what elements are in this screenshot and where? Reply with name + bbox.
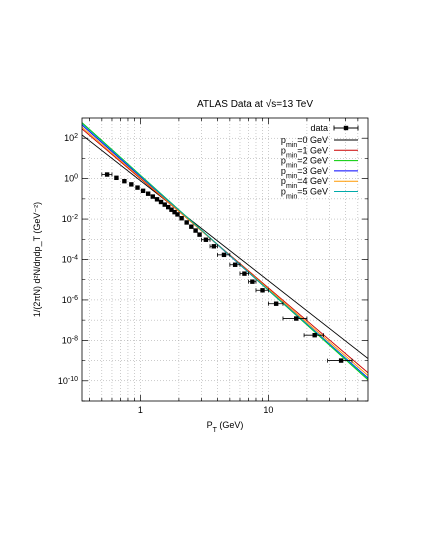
data-point: [104, 172, 110, 177]
data-point: [162, 202, 167, 207]
legend-swatch-marker: [343, 125, 349, 131]
data-point: [260, 288, 265, 293]
y-tick-label: 10-10: [58, 375, 78, 386]
chart-title: ATLAS Data at √s=13 TeV: [197, 98, 313, 110]
data-points: [101, 172, 353, 363]
data-point: [184, 220, 189, 225]
data-point: [129, 182, 134, 187]
data-point: [179, 216, 184, 221]
data-point: [203, 237, 209, 242]
data-point: [189, 224, 194, 229]
y-tick-label: 10-8: [62, 335, 78, 346]
data-point: [338, 358, 344, 363]
legend-label: pmin=1 GeV: [281, 145, 328, 159]
y-tick-label: 102: [64, 133, 78, 144]
legend-label-data: data: [310, 123, 328, 133]
y-tick-label: 10-6: [62, 294, 78, 305]
legend-label: pmin=2 GeV: [281, 156, 328, 170]
data-point: [140, 188, 146, 194]
data-point: [221, 252, 227, 258]
legend-label: pmin=4 GeV: [281, 176, 328, 190]
data-point: [197, 232, 202, 237]
y-tick-label: 100: [64, 173, 78, 184]
x-axis-title: PT (GeV): [207, 420, 244, 434]
data-point: [294, 316, 299, 321]
data-point: [158, 199, 164, 205]
data-point: [172, 209, 177, 215]
legend-label: pmin=0 GeV: [281, 135, 328, 149]
data-point: [312, 332, 317, 338]
data-point: [175, 212, 180, 217]
legend-label: pmin=5 GeV: [281, 187, 328, 201]
axis-ticks: 1 10 102 100 10-2 10-4 10-6 10-8 10-10: [58, 118, 368, 415]
curve-line: [82, 134, 368, 359]
data-point: [169, 207, 174, 212]
data-point: [114, 175, 119, 181]
x-tick-label: 1: [138, 405, 143, 415]
data-point: [211, 244, 217, 249]
y-tick-label: 10-2: [62, 214, 78, 225]
y-tick-label: 10-4: [62, 254, 78, 265]
gridlines: [82, 118, 368, 401]
data-point: [145, 191, 151, 196]
data-point: [150, 194, 155, 199]
data-point: [273, 301, 279, 306]
data-point: [166, 204, 171, 210]
y-axis-title: 1/(2πN) d²N/dηdp_T (GeV⁻²): [32, 202, 42, 317]
curve-line: [82, 123, 368, 380]
data-point: [122, 178, 127, 184]
data-point: [232, 262, 238, 267]
data-point: [193, 228, 198, 233]
data-point: [154, 197, 160, 202]
curves: [82, 122, 368, 381]
data-point: [135, 185, 140, 190]
data-point: [242, 271, 247, 276]
legend-label: pmin=3 GeV: [281, 166, 328, 180]
x-tick-label: 10: [263, 405, 273, 415]
data-point: [250, 279, 255, 284]
